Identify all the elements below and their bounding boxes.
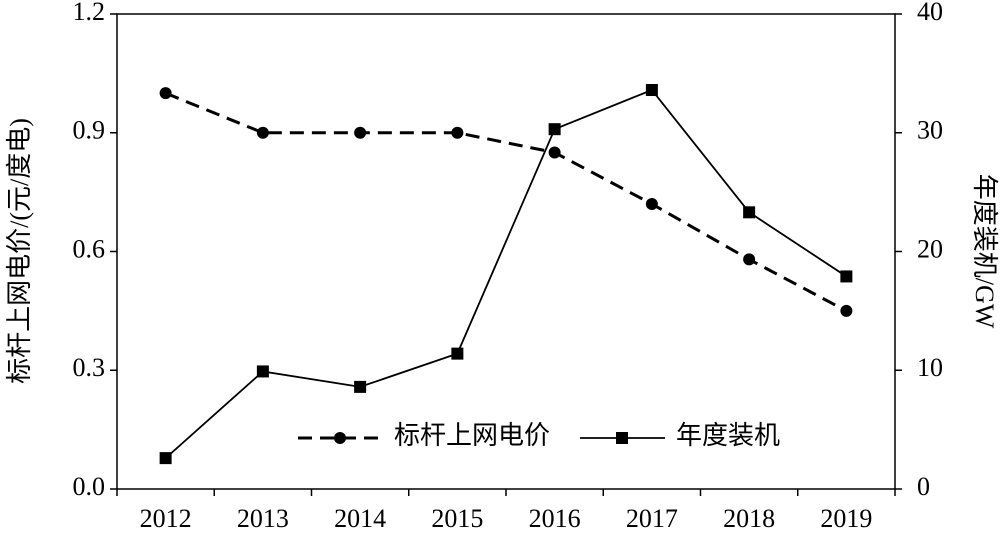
- data-point: [645, 84, 658, 96]
- data-point: [159, 452, 172, 465]
- x-tick-label: 2014: [334, 504, 386, 533]
- data-point: [354, 380, 367, 393]
- data-point: [159, 87, 172, 100]
- y-tick-label: 0.0: [73, 472, 106, 501]
- x-tick-label: 2016: [529, 504, 581, 533]
- plot-frame: [116, 13, 896, 490]
- y-tick-label: 0.6: [73, 234, 106, 263]
- x-tick-label: 2018: [723, 504, 775, 533]
- y-tick-label: 0.3: [73, 353, 106, 382]
- data-point: [256, 126, 269, 139]
- data-point: [743, 253, 756, 266]
- data-point: [354, 126, 367, 139]
- data-point: [645, 198, 658, 210]
- x-tick-label: 2012: [140, 504, 192, 533]
- y-tick-label: 0.9: [73, 116, 106, 145]
- y2-tick-label: 10: [917, 353, 943, 382]
- data-point: [548, 123, 561, 136]
- legend-label: 年度装机: [676, 421, 780, 450]
- y-axis-label: 标杆上网电价/(元/度电): [5, 118, 34, 384]
- y2-tick-label: 30: [917, 116, 943, 145]
- data-point: [548, 146, 561, 159]
- y2-tick-label: 20: [917, 234, 943, 263]
- series-line: [165, 88, 847, 459]
- x-tick-label: 2017: [626, 504, 678, 533]
- data-point: [451, 126, 464, 139]
- data-point: [451, 347, 464, 360]
- legend-label: 标杆上网电价: [394, 421, 550, 450]
- data-point: [256, 365, 269, 378]
- y-tick-label: 1.2: [73, 0, 106, 26]
- data-point: [743, 206, 756, 219]
- legend-marker: [616, 432, 629, 444]
- series-line: [165, 91, 848, 313]
- x-tick-label: 2015: [431, 504, 483, 533]
- data-point: [840, 270, 853, 283]
- y2-tick-label: 40: [917, 0, 943, 26]
- y2-tick-label: 0: [917, 472, 930, 501]
- legend-marker: [334, 432, 346, 444]
- x-tick-label: 2019: [820, 504, 872, 533]
- x-tick-label: 2013: [237, 504, 289, 533]
- data-point: [840, 304, 853, 317]
- y2-axis-label: 年度装机/GW: [970, 174, 999, 329]
